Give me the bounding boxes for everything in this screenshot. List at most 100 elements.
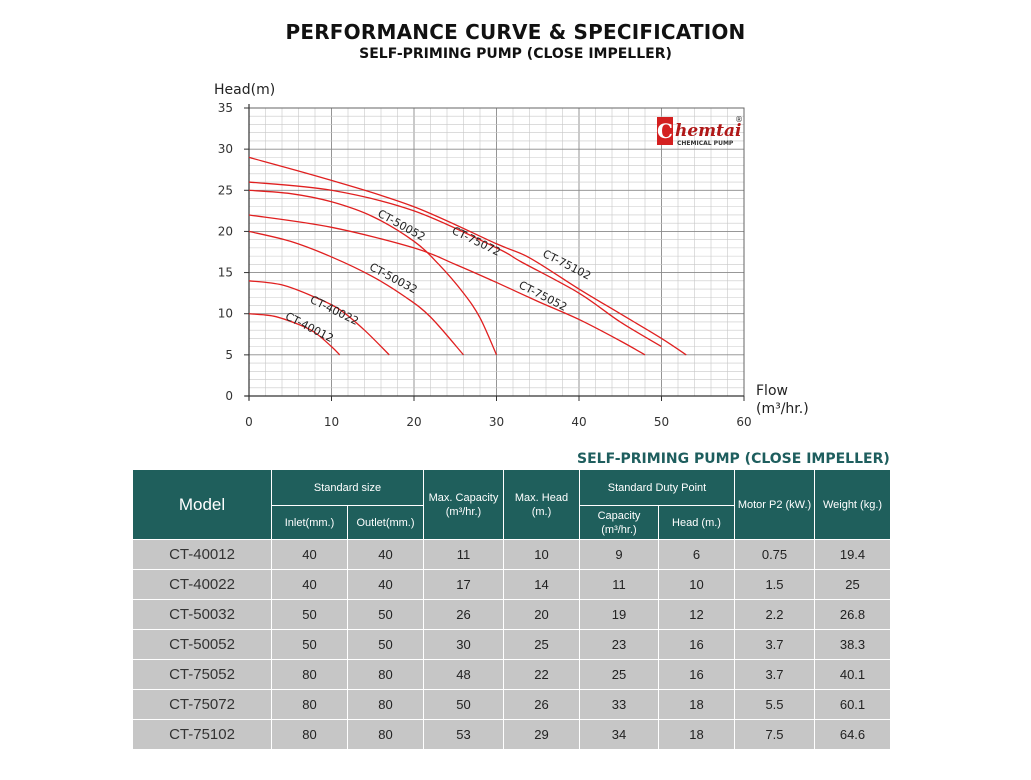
table-cell: 80 — [271, 659, 348, 690]
table-cell: 18 — [658, 719, 735, 750]
spec-table-body: CT-40012 40 40 11 10 9 6 0.75 19.4 CT-40022 40 40 17… — [132, 539, 891, 750]
table-cell: 80 — [271, 689, 348, 720]
table-cell: 20 — [503, 599, 580, 630]
x-tick-label: 10 — [324, 415, 339, 429]
header-outlet: Outlet(mm.) — [347, 505, 424, 540]
table-cell: 25 — [503, 629, 580, 660]
table-cell: 11 — [579, 569, 659, 600]
table-cell: 50 — [423, 689, 504, 720]
table-cell: 33 — [579, 689, 659, 720]
table-cell: 14 — [503, 569, 580, 600]
model-cell: CT-40012 — [132, 539, 272, 570]
y-tick-label: 15 — [218, 266, 233, 280]
performance-chart: 0 10 20 30 40 50 60 0 5 10 15 20 25 30 35 Head(m) Flow (m… — [214, 82, 809, 429]
table-cell: 80 — [347, 659, 424, 690]
table-cell: 19 — [579, 599, 659, 630]
model-cell: CT-40022 — [132, 569, 272, 600]
table-row: CT-50032 50 50 26 20 19 12 2.2 26.8 — [132, 599, 891, 630]
curve-ct-75072 — [248, 181, 662, 348]
table-cell: 50 — [347, 599, 424, 630]
x-tick-label: 20 — [406, 415, 421, 429]
table-cell: 30 — [423, 629, 504, 660]
header-duty-capacity: Capacity (m³/hr.) — [579, 505, 659, 540]
curve-ct-75052 — [248, 214, 646, 356]
table-cell: 60.1 — [814, 689, 891, 720]
y-tick-label: 35 — [218, 101, 233, 115]
curve-label-ct-75102: CT-75102 — [541, 247, 594, 282]
header-weight: Weight (kg.) — [814, 469, 891, 540]
model-cell: CT-50052 — [132, 629, 272, 660]
model-cell: CT-75072 — [132, 689, 272, 720]
table-cell: 2.2 — [734, 599, 815, 630]
y-tick-label: 5 — [225, 348, 233, 362]
header-max-capacity: Max. Capacity (m³/hr.) — [423, 469, 504, 540]
logo-mark — [657, 117, 673, 145]
logo-registered: ® — [735, 115, 743, 124]
table-row: CT-75102 80 80 53 29 34 18 7.5 64.6 — [132, 719, 891, 750]
x-axis-unit: (m³/hr.) — [756, 401, 809, 417]
table-cell: 9 — [579, 539, 659, 570]
y-tick-label: 10 — [218, 307, 233, 321]
table-cell: 16 — [658, 659, 735, 690]
header-motor: Motor P2 (kW.) — [734, 469, 815, 540]
y-tick-label: 25 — [218, 183, 233, 197]
chart-curves — [248, 156, 687, 356]
table-cell: 64.6 — [814, 719, 891, 750]
header-standard-size: Standard size — [271, 469, 424, 506]
model-cell: CT-50032 — [132, 599, 272, 630]
table-cell: 3.7 — [734, 629, 815, 660]
table-cell: 29 — [503, 719, 580, 750]
y-axis-label: Head(m) — [214, 82, 275, 98]
table-cell: 23 — [579, 629, 659, 660]
table-cell: 11 — [423, 539, 504, 570]
header-duty-head: Head (m.) — [658, 505, 735, 540]
x-tick-label: 50 — [654, 415, 669, 429]
table-cell: 1.5 — [734, 569, 815, 600]
table-cell: 40 — [271, 539, 348, 570]
table-cell: 3.7 — [734, 659, 815, 690]
logo-tagline: CHEMICAL PUMP — [677, 140, 734, 147]
table-caption: SELF-PRIMING PUMP (CLOSE IMPELLER) — [577, 451, 890, 467]
curve-label-ct-75072: CT-75072 — [450, 224, 503, 259]
x-axis-label: Flow — [756, 383, 788, 399]
table-cell: 80 — [271, 719, 348, 750]
table-cell: 50 — [271, 599, 348, 630]
header-model: Model — [132, 469, 272, 540]
table-cell: 17 — [423, 569, 504, 600]
table-cell: 12 — [658, 599, 735, 630]
page-subtitle: SELF-PRIMING PUMP (CLOSE IMPELLER) — [359, 46, 672, 62]
curve-ct-50052 — [248, 189, 498, 356]
model-cell: CT-75052 — [132, 659, 272, 690]
table-cell: 80 — [347, 689, 424, 720]
table-cell: 34 — [579, 719, 659, 750]
table-cell: 26 — [423, 599, 504, 630]
table-cell: 38.3 — [814, 629, 891, 660]
table-cell: 50 — [347, 629, 424, 660]
table-cell: 22 — [503, 659, 580, 690]
y-tick-label: 20 — [218, 224, 233, 238]
x-tick-label: 30 — [489, 415, 504, 429]
table-cell: 7.5 — [734, 719, 815, 750]
table-cell: 50 — [271, 629, 348, 660]
table-cell: 18 — [658, 689, 735, 720]
spec-table: Model Standard size Max. Capacity (m³/hr… — [132, 469, 891, 750]
table-cell: 48 — [423, 659, 504, 690]
curve-ct-50032 — [248, 230, 464, 356]
table-row: CT-40022 40 40 17 14 11 10 1.5 25 — [132, 569, 891, 600]
table-cell: 53 — [423, 719, 504, 750]
table-cell: 80 — [347, 719, 424, 750]
logo-text: hemtai — [675, 121, 742, 141]
table-row: CT-75072 80 80 50 26 33 18 5.5 60.1 — [132, 689, 891, 720]
table-cell: 40 — [347, 569, 424, 600]
table-cell: 40 — [347, 539, 424, 570]
curve-ct-40012 — [248, 313, 341, 356]
table-cell: 25 — [579, 659, 659, 690]
table-cell: 26 — [503, 689, 580, 720]
table-cell: 10 — [503, 539, 580, 570]
table-cell: 6 — [658, 539, 735, 570]
y-tick-label: 0 — [225, 389, 233, 403]
table-row: CT-75052 80 80 48 22 25 16 3.7 40.1 — [132, 659, 891, 690]
logo-initial: C — [657, 119, 673, 143]
table-cell: 25 — [814, 569, 891, 600]
model-cell: CT-75102 — [132, 719, 272, 750]
